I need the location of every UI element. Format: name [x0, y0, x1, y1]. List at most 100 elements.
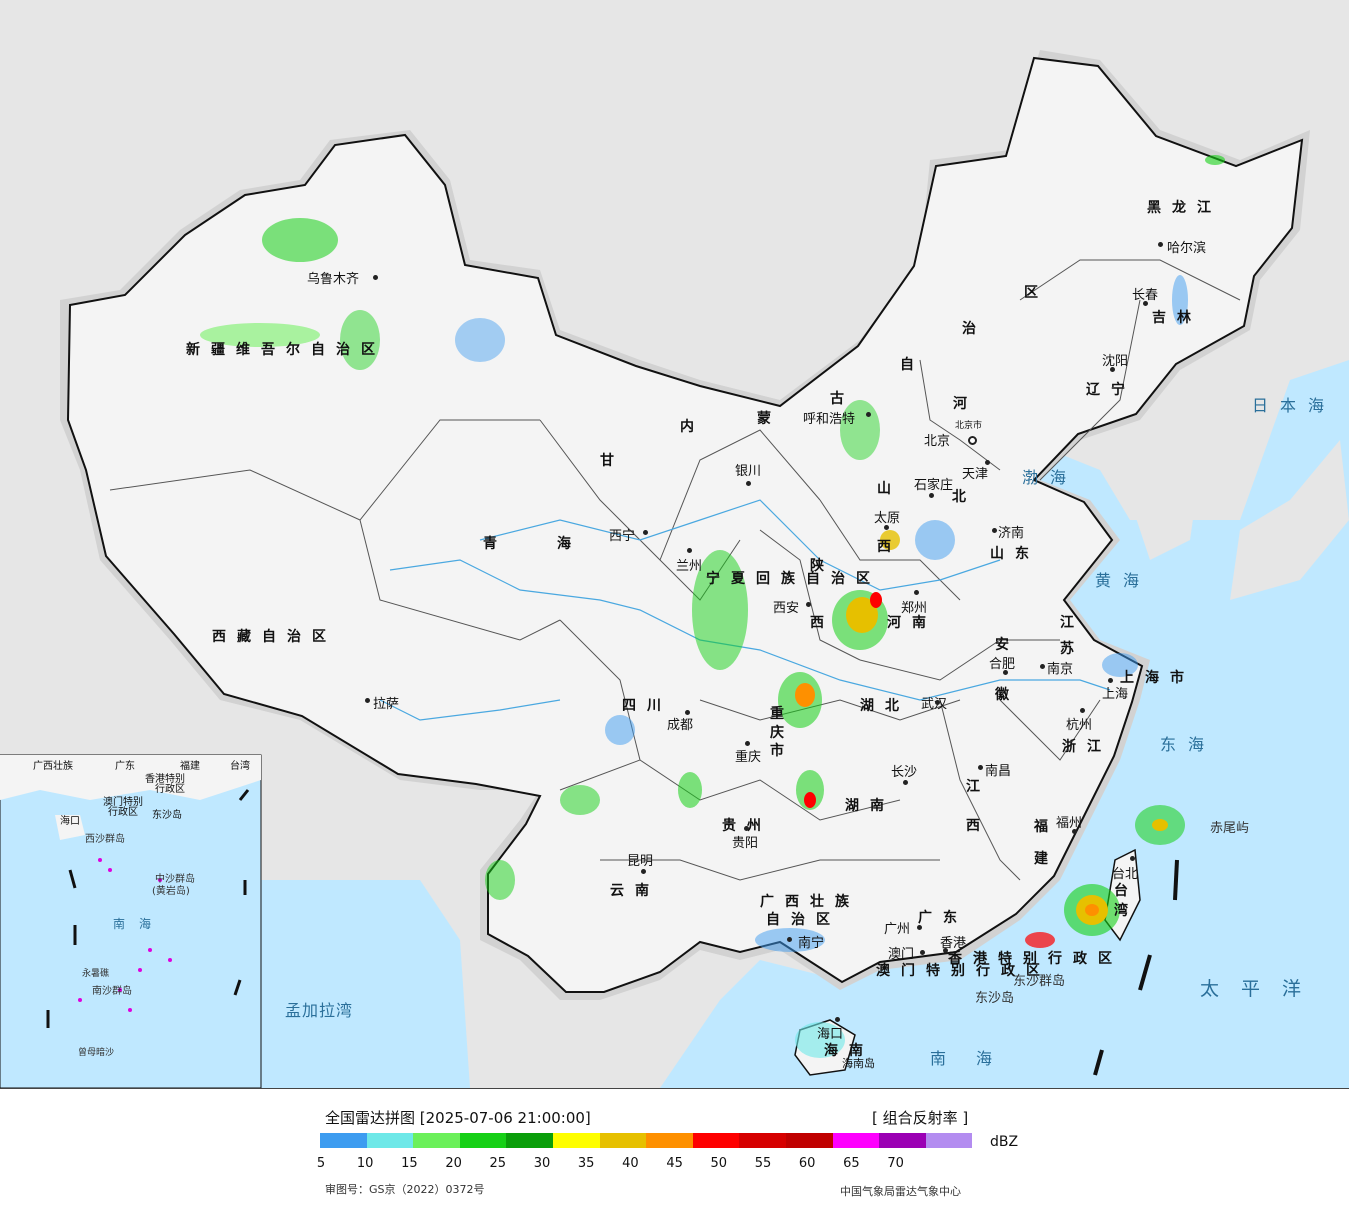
- approval-number: 审图号：GS京（2022）0372号: [325, 1183, 485, 1196]
- city-chongqing: 重庆: [735, 750, 762, 765]
- inset-islands: [78, 858, 172, 1012]
- province-hebei-b: 北: [952, 489, 977, 505]
- scale-tick: 25: [489, 1156, 507, 1171]
- city-nanning: 南宁: [798, 936, 825, 951]
- city-changsha: 长沙: [891, 765, 918, 780]
- inset-label: 福建: [180, 761, 200, 772]
- province-heilongjiang: 黑龙江: [1147, 200, 1222, 216]
- city-dot: [968, 436, 977, 445]
- province-guangdong: 广东: [918, 910, 968, 926]
- city-dot: [641, 869, 646, 874]
- province-jiangsu-b: 苏: [1060, 641, 1085, 657]
- sea-yellow: 黄海: [1095, 571, 1152, 590]
- province-jiangxi-a: 江: [966, 779, 991, 795]
- scale-tick: 35: [577, 1156, 595, 1171]
- sea-pacific: 太平洋: [1200, 978, 1324, 1000]
- city-dot: [935, 700, 940, 705]
- city-dot: [943, 948, 948, 953]
- city-dot: [1003, 670, 1008, 675]
- scale-swatch: [413, 1133, 460, 1148]
- japan-north: [1280, 240, 1349, 320]
- city-guangzhou: 广州: [884, 922, 911, 937]
- province-neimeng-d: 自: [900, 357, 925, 373]
- label-dongsha-island: 东沙岛: [975, 991, 1015, 1006]
- scale-swatch: [925, 1133, 973, 1148]
- city-dot: [914, 590, 919, 595]
- city-dot: [365, 698, 370, 703]
- label-dongsha-islands: 东沙群岛: [1013, 974, 1066, 989]
- city-tianjin: 天津: [962, 467, 989, 482]
- city-dot: [1072, 829, 1077, 834]
- province-neimeng-c: 古: [830, 391, 855, 407]
- city-chengdu: 成都: [667, 718, 694, 733]
- province-hebei-a: 河: [953, 396, 978, 412]
- province-ningxia: 宁夏回族自治区: [706, 571, 881, 587]
- inset-nine-dash: [46, 789, 250, 1028]
- inset-hainan: [55, 815, 85, 840]
- city-urumqi: 乌鲁木齐: [307, 272, 360, 287]
- inset-label: 海口: [60, 816, 80, 827]
- province-shaanxi-b: 西: [810, 615, 835, 631]
- city-dot: [929, 493, 934, 498]
- scale-tick: 45: [666, 1156, 683, 1171]
- province-hk: 香港特别行政区: [948, 951, 1123, 967]
- city-dot: [1158, 242, 1163, 247]
- radar-echoes: [200, 155, 1225, 1058]
- city-dot: [687, 548, 692, 553]
- label-chiwei: 赤尾屿: [1210, 821, 1250, 836]
- city-dot: [866, 412, 871, 417]
- province-neimeng-b: 蒙: [757, 411, 782, 427]
- scale-swatch: [692, 1133, 740, 1148]
- province-guangxi-a: 广西壮族: [760, 894, 860, 910]
- city-dot: [1040, 664, 1045, 669]
- city-lhasa: 拉萨: [373, 697, 400, 712]
- sea-japan: 日本海: [1252, 396, 1337, 415]
- scale-tick: 15: [401, 1156, 418, 1171]
- scale-swatch: [786, 1133, 833, 1148]
- city-dot: [1080, 708, 1085, 713]
- inset-label: 广东: [115, 761, 135, 772]
- province-guizhou: 贵州: [722, 815, 772, 835]
- province-hubei: 湖北: [860, 698, 910, 714]
- radar-map: [0, 0, 1349, 1088]
- scale-swatch: [366, 1133, 414, 1148]
- city-kunming: 昆明: [627, 854, 654, 869]
- city-nanjing: 南京: [1047, 662, 1074, 677]
- inset-label: (黄岩岛): [152, 886, 190, 897]
- korea: [1120, 390, 1200, 560]
- japan: [1230, 440, 1349, 600]
- city-taiyuan: 太原: [874, 511, 901, 526]
- province-xizang: 西藏自治区: [212, 629, 337, 645]
- province-hainan: 海南: [824, 1043, 874, 1059]
- city-dot: [373, 275, 378, 280]
- city-dot: [835, 1017, 840, 1022]
- province-jiangsu-a: 江: [1060, 615, 1085, 631]
- scale-tick: 20: [445, 1156, 462, 1171]
- province-neimeng-e: 治: [962, 321, 987, 337]
- province-anhui-a: 安: [995, 637, 1020, 653]
- legend-title: 全国雷达拼图 [2025-07-06 21:00:00]: [325, 1109, 591, 1127]
- province-qinghai-b: 海: [557, 536, 582, 552]
- inset-label: 东沙岛: [152, 810, 182, 821]
- province-xinjiang: 新疆维吾尔自治区: [186, 342, 386, 358]
- city-dot: [1110, 367, 1115, 372]
- scale-swatch: [739, 1133, 786, 1148]
- city-hefei: 合肥: [989, 657, 1016, 672]
- province-yunnan: 云南: [610, 883, 660, 899]
- scale-tick: 5: [316, 1156, 326, 1171]
- label-hainan-island: 海南岛: [842, 1057, 875, 1070]
- scale-swatch: [553, 1133, 600, 1148]
- city-dot: [746, 481, 751, 486]
- province-fujian-b: 建: [1034, 851, 1059, 867]
- province-shaanxi-a: 陕: [810, 558, 835, 574]
- city-macau: 澳门: [888, 947, 915, 962]
- inset-sea-south: 南海: [113, 917, 166, 931]
- city-dot: [806, 602, 811, 607]
- province-gansu: 甘: [600, 453, 625, 469]
- city-taipei: 台北: [1112, 867, 1139, 882]
- city-dot: [917, 925, 922, 930]
- city-shanghai: 上海: [1102, 687, 1129, 702]
- province-qinghai-a: 青: [483, 536, 508, 552]
- city-dot: [903, 780, 908, 785]
- province-fujian-a: 福: [1034, 819, 1059, 835]
